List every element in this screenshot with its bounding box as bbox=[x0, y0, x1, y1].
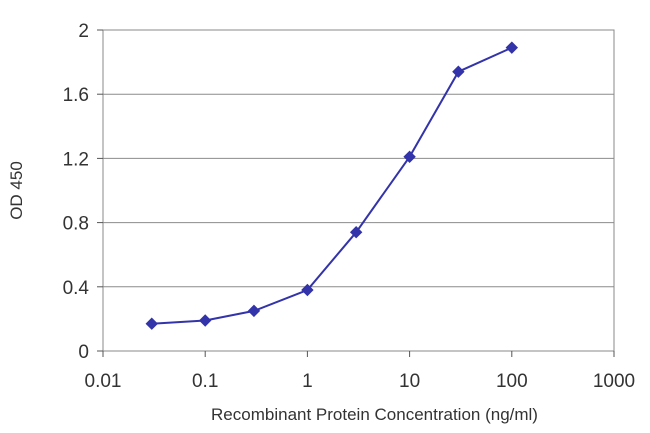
y-tick-label: 1.2 bbox=[63, 149, 89, 170]
data-point bbox=[349, 226, 363, 239]
y-tick-label: 0.4 bbox=[63, 278, 90, 299]
data-point bbox=[452, 65, 465, 78]
x-tick-label: 1000 bbox=[593, 371, 635, 392]
x-axis-ticks: 0.01 0.1 1 10 100 1000 bbox=[85, 351, 635, 392]
plot-area bbox=[102, 29, 615, 352]
x-tick-label: 0.1 bbox=[192, 371, 218, 392]
y-tick-label: 2 bbox=[78, 21, 89, 42]
data-point bbox=[145, 317, 158, 330]
grid-lines bbox=[103, 93, 614, 288]
x-tick-label: 1 bbox=[302, 371, 313, 392]
series-layer bbox=[145, 41, 519, 330]
y-tick-label: 1.6 bbox=[63, 85, 89, 106]
data-point bbox=[505, 41, 519, 54]
x-tick-label: 10 bbox=[399, 371, 420, 392]
data-point bbox=[403, 150, 416, 164]
data-point bbox=[247, 304, 261, 318]
series-line bbox=[151, 46, 513, 325]
y-tick-label: 0.8 bbox=[63, 214, 89, 235]
y-tick-label: 0 bbox=[78, 342, 89, 363]
x-tick-label: 100 bbox=[496, 371, 528, 392]
y-axis-title: OD 450 bbox=[7, 161, 26, 220]
y-axis-ticks: 0 0.4 0.8 1.2 1.6 2 bbox=[63, 21, 103, 363]
x-tick-label: 0.01 bbox=[85, 371, 122, 392]
data-point bbox=[198, 314, 212, 327]
data-point bbox=[301, 283, 314, 297]
x-axis-title: Recombinant Protein Concentration (ng/ml… bbox=[211, 405, 538, 424]
